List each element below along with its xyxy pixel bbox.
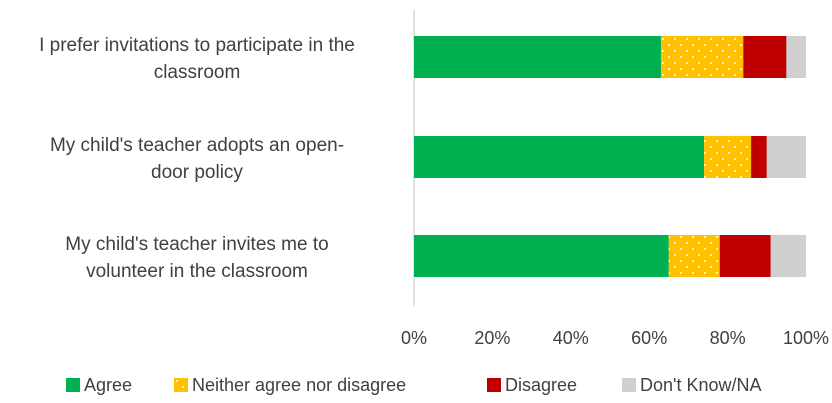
category-label-line: door policy xyxy=(151,162,243,183)
legend-label: Neither agree nor disagree xyxy=(192,375,406,395)
x-tick-label: 20% xyxy=(474,328,510,348)
bar-segment-neither-agree-nor-disagree xyxy=(704,136,752,178)
bar-segment-agree xyxy=(414,36,661,78)
category-label: My child's teacher adopts an open-door p… xyxy=(50,135,344,183)
category-label-line: classroom xyxy=(154,62,241,83)
legend-swatch xyxy=(487,378,501,392)
legend-label: Agree xyxy=(84,375,132,395)
x-axis-tick-labels: 0% 20% 40% 60% 80% 100% xyxy=(401,328,829,348)
category-label-line: I prefer invitations to participate in t… xyxy=(39,35,355,56)
bar-segment-neither-agree-nor-disagree xyxy=(668,235,720,277)
category-label-line: My child's teacher adopts an open- xyxy=(50,135,344,156)
bar-segment-neither-agree-nor-disagree xyxy=(660,36,744,78)
x-tick-label: 60% xyxy=(631,328,667,348)
bar-segment-disagree xyxy=(719,235,771,277)
bar-segment-disagree xyxy=(751,136,767,178)
legend-swatch xyxy=(66,378,80,392)
bar-segment-don-t-know-na xyxy=(766,136,806,178)
legend-label: Disagree xyxy=(505,375,577,395)
legend-label: Don't Know/NA xyxy=(640,375,762,395)
category-label: I prefer invitations to participate in t… xyxy=(39,35,355,83)
x-tick-label: 100% xyxy=(783,328,829,348)
legend: Agree Neither agree nor disagree Disagree D… xyxy=(66,375,762,395)
bar-segment-don-t-know-na xyxy=(770,235,806,277)
x-tick-label: 40% xyxy=(553,328,589,348)
legend-swatch xyxy=(622,378,636,392)
x-tick-label: 80% xyxy=(710,328,746,348)
x-tick-label: 0% xyxy=(401,328,427,348)
legend-swatch xyxy=(174,378,188,392)
bar-segment-agree xyxy=(414,136,705,178)
bar-segment-disagree xyxy=(743,36,787,78)
bar-segment-agree xyxy=(414,235,669,277)
category-label-line: volunteer in the classroom xyxy=(86,261,308,282)
category-label: My child's teacher invites me to voluntee… xyxy=(65,234,328,282)
category-labels: I prefer invitations to participate in t… xyxy=(39,35,355,282)
bars xyxy=(414,36,806,277)
bar-segment-don-t-know-na xyxy=(786,36,806,78)
category-label-line: My child's teacher invites me to xyxy=(65,234,328,255)
